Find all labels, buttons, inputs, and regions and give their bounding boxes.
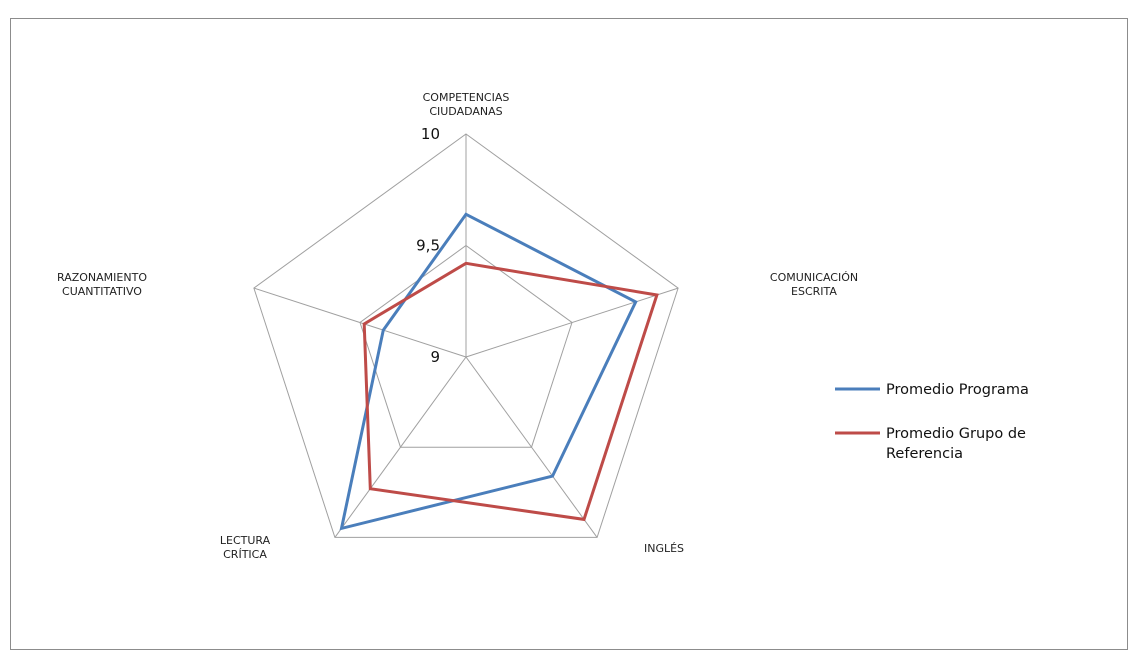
grid-ring xyxy=(253,133,679,538)
radar-grid xyxy=(253,133,679,538)
axis-spoke xyxy=(465,287,679,358)
legend-entry-1: Promedio Programa xyxy=(886,382,1029,398)
radar-series xyxy=(339,212,659,531)
axis-label-2: COMUNICACIÓN ESCRITA xyxy=(770,271,858,298)
axis-label-3: INGLÉS xyxy=(644,542,684,555)
tick-label: 9,5 xyxy=(416,237,440,255)
tick-label: 9 xyxy=(430,348,440,366)
tick-label: 10 xyxy=(421,125,440,143)
legend: Promedio Programa Promedio Grupo de Refere… xyxy=(835,382,1029,462)
axis-label-1: COMPETENCIAS CIUDADANAS xyxy=(423,91,510,118)
axis-label-4: LECTURA CRÍTICA xyxy=(220,534,271,561)
radar-spokes xyxy=(253,134,679,538)
axis-label-5: RAZONAMIENTO CUANTITATIVO xyxy=(57,271,147,298)
axis-labels: COMPETENCIAS CIUDADANAS COMUNICACIÓN ESCRIT… xyxy=(57,91,858,561)
grid-ring xyxy=(359,244,573,448)
series-line-2 xyxy=(362,261,659,522)
axis-spoke xyxy=(465,356,598,538)
axis-spoke xyxy=(334,356,467,538)
axis-spoke xyxy=(253,287,467,358)
legend-entry-2: Promedio Grupo de Referencia xyxy=(886,426,1026,462)
chart-frame xyxy=(10,18,1128,650)
tick-labels: 9 9,5 10 xyxy=(416,125,440,366)
